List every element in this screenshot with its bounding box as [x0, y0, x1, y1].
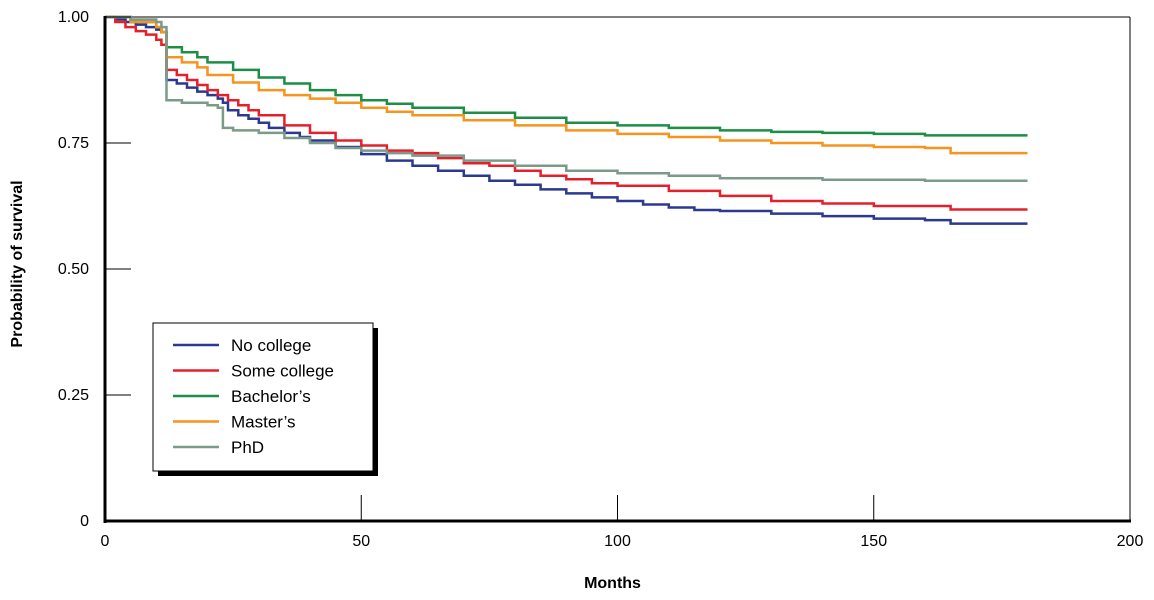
series-layer	[105, 15, 1028, 225]
series-line-4	[105, 15, 1028, 183]
legend: No college Some college Bachelor’s Master’s…	[152, 322, 378, 476]
axes-layer: 0 50 100 150 200 0 0.25 0.50 0.75 1.00	[58, 9, 1144, 550]
x-tick-label-4: 200	[1117, 533, 1144, 550]
legend-label-4: PhD	[231, 438, 264, 457]
series-line-1	[105, 15, 1028, 211]
y-tick-label-1: 0.25	[58, 387, 89, 404]
y-tick-label-0: 0	[80, 513, 89, 530]
legend-label-2: Bachelor’s	[231, 387, 311, 406]
legend-label-0: No college	[231, 336, 311, 355]
x-tick-label-3: 150	[860, 533, 887, 550]
x-tick-label-2: 100	[604, 533, 631, 550]
series-line-0	[105, 15, 1028, 225]
y-tick-label-3: 0.75	[58, 135, 89, 152]
series-line-2	[105, 15, 1028, 137]
y-tick-label-4: 1.00	[58, 9, 89, 26]
legend-label-1: Some college	[231, 362, 334, 381]
legend-label-3: Master’s	[231, 413, 296, 432]
y-tick-label-2: 0.50	[58, 261, 89, 278]
series-line-3	[105, 15, 1028, 155]
y-axis-title: Probability of survival	[9, 180, 26, 347]
x-tick-label-0: 0	[101, 533, 110, 550]
x-tick-label-1: 50	[352, 533, 370, 550]
plot-frame	[105, 16, 1131, 521]
x-axis-title: Months	[584, 575, 641, 592]
